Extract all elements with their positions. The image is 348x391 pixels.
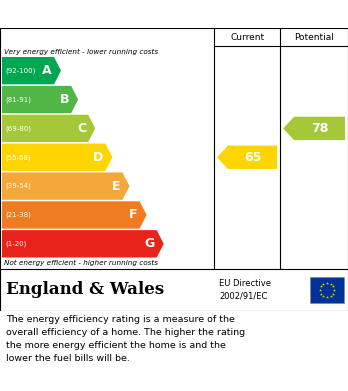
Text: (55-68): (55-68) — [5, 154, 31, 160]
Text: 78: 78 — [311, 122, 328, 135]
Polygon shape — [2, 201, 147, 229]
Text: (21-38): (21-38) — [5, 212, 31, 218]
Text: 65: 65 — [244, 151, 261, 164]
Text: Potential: Potential — [294, 32, 334, 41]
Polygon shape — [2, 57, 61, 84]
Text: EU Directive: EU Directive — [219, 279, 271, 288]
Text: Current: Current — [230, 32, 264, 41]
Bar — [310, 277, 344, 303]
Polygon shape — [2, 143, 112, 171]
Text: (39-54): (39-54) — [5, 183, 31, 189]
Text: B: B — [60, 93, 69, 106]
Polygon shape — [217, 145, 277, 169]
Polygon shape — [2, 230, 164, 258]
Text: 2002/91/EC: 2002/91/EC — [219, 292, 268, 301]
Text: England & Wales: England & Wales — [6, 282, 164, 298]
Polygon shape — [2, 115, 95, 142]
Text: (69-80): (69-80) — [5, 125, 31, 132]
Text: Energy Efficiency Rating: Energy Efficiency Rating — [10, 7, 213, 22]
Text: A: A — [42, 64, 52, 77]
Text: D: D — [93, 151, 103, 164]
Text: (92-100): (92-100) — [5, 67, 35, 74]
Text: Very energy efficient - lower running costs: Very energy efficient - lower running co… — [4, 49, 158, 55]
Text: Not energy efficient - higher running costs: Not energy efficient - higher running co… — [4, 260, 158, 266]
Text: (81-91): (81-91) — [5, 96, 31, 103]
Text: The energy efficiency rating is a measure of the
overall efficiency of a home. T: The energy efficiency rating is a measur… — [6, 315, 245, 362]
Text: (1-20): (1-20) — [5, 240, 26, 247]
Polygon shape — [2, 86, 78, 113]
Text: F: F — [129, 208, 137, 221]
Polygon shape — [2, 172, 129, 200]
Text: C: C — [77, 122, 86, 135]
Text: G: G — [144, 237, 155, 250]
Text: E: E — [112, 179, 120, 193]
Polygon shape — [283, 117, 345, 140]
